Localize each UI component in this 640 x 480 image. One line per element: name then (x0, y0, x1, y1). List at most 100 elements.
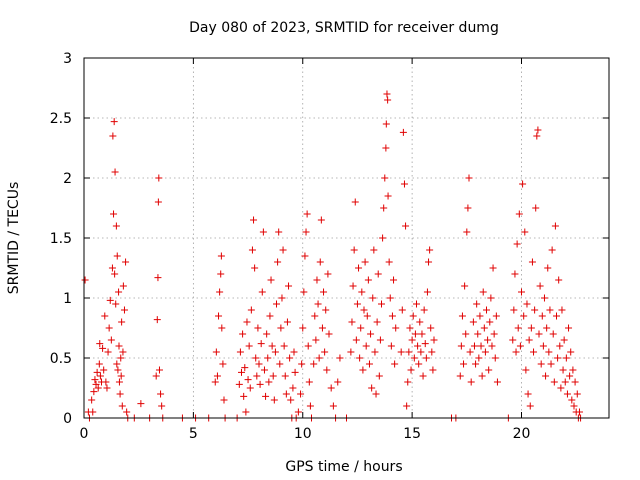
data-point (534, 126, 542, 134)
data-point (469, 318, 477, 326)
data-point (265, 378, 273, 386)
data-point (478, 372, 486, 380)
data-point (320, 288, 328, 296)
data-point (423, 288, 431, 296)
data-point (561, 378, 569, 386)
data-point (399, 128, 407, 136)
data-point (388, 312, 396, 320)
data-point (364, 276, 372, 284)
data-point (329, 402, 337, 410)
data-point (398, 306, 406, 314)
data-point (556, 342, 564, 350)
data-point (112, 222, 120, 230)
data-point (287, 396, 295, 404)
data-point (155, 174, 163, 182)
data-point (113, 360, 121, 368)
data-point (467, 378, 475, 386)
data-point (108, 264, 116, 272)
data-point (217, 252, 225, 260)
chart-title: Day 080 of 2023, SRMTID for receiver dum… (189, 20, 499, 36)
data-point (387, 342, 395, 350)
data-point (464, 204, 472, 212)
data-point (283, 318, 291, 326)
data-point (489, 264, 497, 272)
data-point (509, 336, 517, 344)
data-point (111, 168, 119, 176)
data-point (112, 300, 120, 308)
data-point (390, 276, 398, 284)
data-point (242, 408, 250, 416)
data-point (479, 288, 487, 296)
data-point (102, 378, 110, 386)
data-point (211, 378, 219, 386)
data-point (554, 354, 562, 362)
grid-lines (84, 58, 609, 418)
data-point (313, 276, 321, 284)
data-point (315, 354, 323, 362)
data-point (466, 348, 474, 356)
data-point (418, 330, 426, 338)
data-point (268, 342, 276, 350)
data-point (407, 366, 415, 374)
data-point (104, 348, 112, 356)
data-point (262, 392, 270, 400)
data-point (218, 324, 226, 332)
data-point (154, 274, 162, 282)
data-point (519, 180, 527, 188)
data-point (575, 408, 583, 416)
data-point (220, 396, 228, 404)
data-point (277, 324, 285, 332)
data-point (94, 384, 102, 392)
data-point (255, 360, 263, 368)
data-point (215, 312, 223, 320)
data-point (355, 264, 363, 272)
data-point (419, 372, 427, 380)
x-tick-label: 15 (403, 426, 421, 442)
data-point (490, 330, 498, 338)
data-point (512, 348, 520, 356)
data-point (291, 368, 299, 376)
data-point (300, 288, 308, 296)
data-point (110, 118, 118, 126)
data-point (123, 408, 131, 416)
y-tick-label: 0.5 (50, 351, 72, 367)
data-point (351, 198, 359, 206)
data-point (477, 342, 485, 350)
data-point (90, 388, 98, 396)
data-point (384, 192, 392, 200)
data-point (375, 372, 383, 380)
data-point (527, 324, 535, 332)
data-point (514, 324, 522, 332)
data-point (239, 330, 247, 338)
data-point (521, 228, 529, 236)
data-point (400, 180, 408, 188)
data-point (276, 360, 284, 368)
data-points (81, 90, 585, 422)
data-point (463, 228, 471, 236)
x-tick-label: 20 (513, 426, 531, 442)
data-point (428, 348, 436, 356)
data-point (325, 330, 333, 338)
data-point (312, 336, 320, 344)
data-point (531, 306, 539, 314)
data-point (257, 340, 265, 348)
data-point (363, 312, 371, 320)
y-axis-label: SRMTID / TECUs (6, 182, 22, 295)
data-point (250, 216, 258, 224)
data-point (96, 340, 104, 348)
data-point (263, 330, 271, 338)
data-point (115, 342, 123, 350)
data-point (492, 312, 500, 320)
data-point (266, 312, 274, 320)
data-point (305, 378, 313, 386)
data-point (241, 364, 249, 372)
data-point (391, 360, 399, 368)
data-point (324, 270, 332, 278)
data-point (370, 246, 378, 254)
data-point (154, 198, 162, 206)
data-point (528, 258, 536, 266)
data-point (405, 348, 413, 356)
data-point (456, 372, 464, 380)
data-point (427, 324, 435, 332)
